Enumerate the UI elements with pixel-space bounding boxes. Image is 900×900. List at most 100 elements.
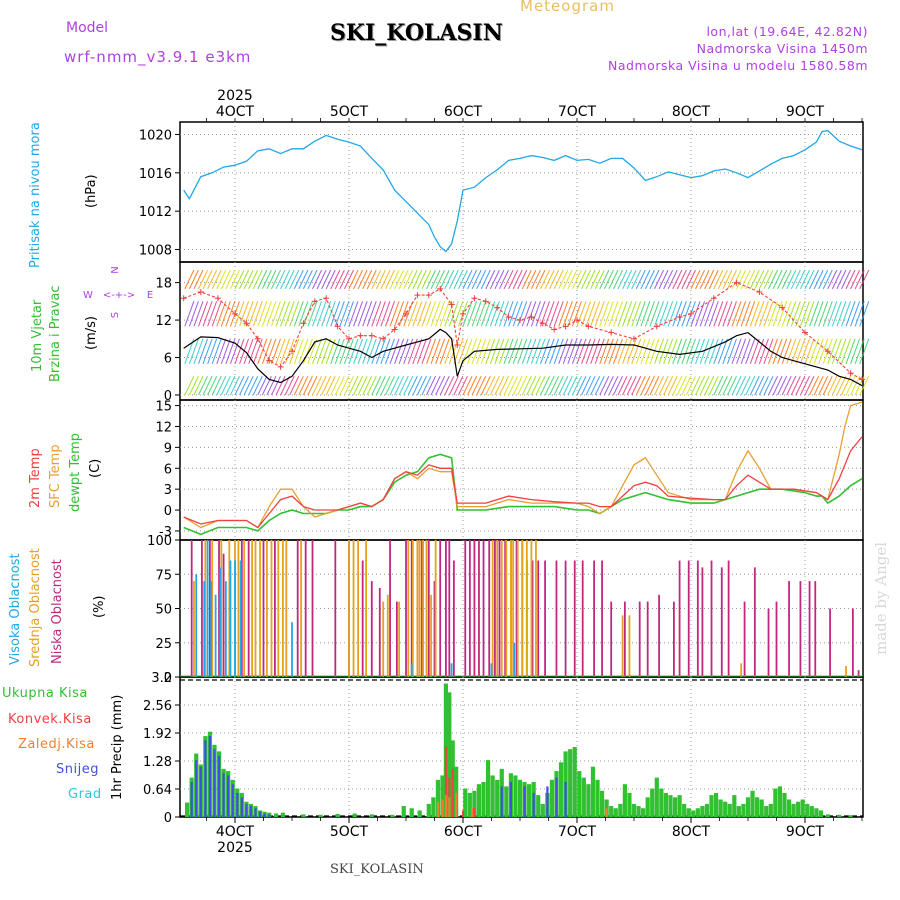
- wind-arrow: [243, 376, 254, 396]
- wind-arrow: [690, 376, 701, 396]
- wind-arrow: [644, 376, 655, 396]
- wind-arrow: [503, 269, 514, 290]
- wind-arrow: [444, 269, 455, 290]
- precip-bar: [618, 803, 623, 817]
- wind-arrow: [489, 301, 500, 327]
- dir-e-label: E: [147, 290, 153, 301]
- wind-arrow: [403, 338, 414, 364]
- wind-arrow: [517, 269, 528, 290]
- wind-arrow: [590, 301, 601, 327]
- precip-bar: [451, 768, 454, 817]
- time-label-bottom: 9OCT: [786, 824, 825, 840]
- wind-arrow: [471, 269, 482, 290]
- precip-bar: [590, 766, 596, 817]
- y-tick-label: 6: [164, 352, 172, 367]
- wind-arrow: [772, 301, 783, 327]
- wind-arrow: [234, 338, 245, 364]
- wind-arrow: [307, 376, 318, 396]
- wind-arrow: [544, 338, 555, 364]
- precip-bar: [318, 814, 323, 817]
- wind-arrow: [220, 269, 231, 290]
- wind-arrow: [512, 338, 523, 364]
- wind-arrow: [289, 301, 300, 327]
- wind-arrow: [562, 376, 573, 396]
- precip-bar: [572, 747, 577, 817]
- precip-bar: [782, 792, 787, 817]
- wind-arrow: [298, 269, 309, 290]
- wind-arrow: [530, 338, 541, 364]
- wind-arrow: [745, 269, 756, 290]
- precip-bar: [236, 792, 239, 817]
- wind-arrow: [489, 269, 500, 290]
- gust-marker: [574, 317, 580, 324]
- wind-arrow: [293, 269, 304, 290]
- wind-arrow: [544, 376, 555, 396]
- y-tick-label: 1008: [139, 244, 172, 259]
- wind-arrow: [831, 269, 842, 290]
- wind-arrow: [521, 301, 532, 327]
- wind-speed-line: [183, 328, 863, 387]
- wind-arrow: [736, 269, 747, 290]
- precip-bar: [204, 740, 207, 817]
- time-label-bottom: 8OCT: [672, 824, 711, 840]
- tick-labels: 1008101210161020061218-30369121502550751…: [139, 128, 180, 826]
- wind-arrow: [749, 301, 760, 327]
- precip-bar: [222, 773, 225, 817]
- wind-arrow: [635, 301, 646, 327]
- wind-arrow: [476, 376, 487, 396]
- dewpt-line: [183, 453, 863, 536]
- wind-arrow: [229, 269, 240, 290]
- time-label-top: 5OCT: [330, 104, 369, 120]
- wind-arrow: [727, 301, 737, 327]
- wind-arrow: [339, 338, 350, 364]
- wind-arrow: [571, 376, 582, 396]
- precip-bar: [431, 797, 436, 817]
- wind-arrow: [790, 338, 801, 364]
- dir-s-label: S: [110, 312, 121, 318]
- wind-arrow: [663, 269, 674, 290]
- wind-arrow: [193, 269, 204, 290]
- wind-arrow: [836, 301, 847, 327]
- wind-arrow: [722, 301, 733, 327]
- wind-arrow: [622, 338, 633, 364]
- wind-arrow: [202, 376, 213, 396]
- time-label-top: 6OCT: [444, 104, 483, 120]
- wind-arrow: [704, 376, 715, 396]
- wind-arrow: [261, 269, 272, 290]
- wind-arrow: [453, 269, 464, 290]
- wind-arrow: [535, 269, 546, 290]
- wind-arrow: [353, 338, 364, 364]
- precip-bar: [462, 810, 464, 817]
- gust-marker: [802, 329, 808, 336]
- precip-bar: [301, 814, 306, 817]
- wind-arrow: [448, 301, 459, 327]
- wind-arrow: [713, 301, 724, 327]
- wind-arrow: [462, 301, 473, 327]
- wind-arrow: [412, 301, 423, 327]
- wind-arrow: [257, 301, 268, 327]
- wind-arrow: [631, 269, 642, 290]
- wind-arrow: [635, 338, 646, 364]
- wind-arrow: [695, 269, 706, 290]
- precip-bar: [654, 777, 659, 817]
- precip-bar: [401, 806, 406, 817]
- precip-bar: [755, 797, 760, 817]
- wind-arrow: [416, 376, 427, 396]
- wind-arrow: [763, 269, 774, 290]
- y-tick-label: 0: [164, 504, 172, 519]
- wind-arrow: [754, 301, 765, 327]
- wind-arrow: [239, 301, 250, 327]
- wind-arrow: [321, 301, 332, 327]
- wind-arrow: [813, 301, 824, 327]
- wind-arrow: [695, 376, 706, 396]
- precip-bar: [786, 799, 792, 817]
- wind-arrow: [809, 376, 820, 396]
- wind-arrow: [608, 376, 619, 396]
- wind-arrow: [722, 376, 733, 396]
- wind-arrow: [526, 269, 537, 290]
- wind-arrow: [234, 301, 245, 327]
- wind-arrow: [430, 338, 441, 364]
- precip-bar: [605, 808, 608, 817]
- wind-arrow: [512, 301, 523, 327]
- precip-bar: [564, 782, 567, 817]
